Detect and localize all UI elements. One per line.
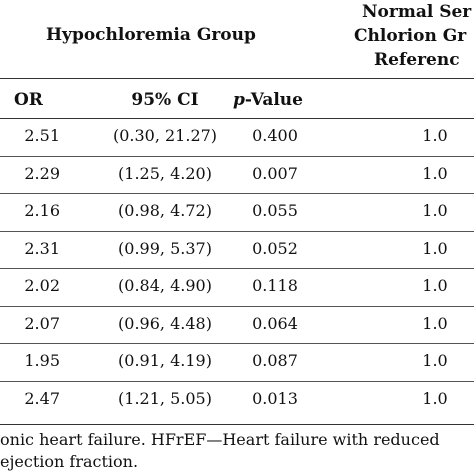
footnote-line2: ejection fraction. xyxy=(0,452,139,471)
col-header-pvalue: p-Value xyxy=(233,90,303,110)
pvalue-cell: 0.400 xyxy=(252,126,298,145)
footnote-line1: onic heart failure. HFrEF—Heart failure … xyxy=(0,430,440,449)
reference-cell: 1.0 xyxy=(422,351,448,370)
row-divider xyxy=(0,193,474,194)
col-header-ci: 95% CI xyxy=(131,90,199,110)
reference-cell: 1.0 xyxy=(422,314,448,333)
pvalue-cell: 0.013 xyxy=(252,389,298,408)
or-cell: 2.29 xyxy=(24,164,60,183)
reference-cell: 1.0 xyxy=(422,239,448,258)
or-cell: 2.07 xyxy=(24,314,60,333)
group-header: Hypochloremia Group xyxy=(46,25,256,45)
or-cell: 2.51 xyxy=(24,126,60,145)
ci-cell: (0.98, 4.72) xyxy=(118,201,212,220)
ci-cell: (1.21, 5.05) xyxy=(118,389,212,408)
ci-cell: (0.84, 4.90) xyxy=(118,276,212,295)
ci-cell: (1.25, 4.20) xyxy=(118,164,212,183)
or-cell: 2.16 xyxy=(24,201,60,220)
pvalue-cell: 0.007 xyxy=(252,164,298,183)
p-italic: p xyxy=(233,90,245,110)
reference-cell: 1.0 xyxy=(422,201,448,220)
ci-cell: (0.96, 4.48) xyxy=(118,314,212,333)
reference-header-line1: Normal Ser xyxy=(362,2,472,22)
col-header-or: OR xyxy=(14,90,43,110)
or-cell: 2.31 xyxy=(24,239,60,258)
ci-cell: (0.30, 21.27) xyxy=(112,126,218,145)
pvalue-cell: 0.087 xyxy=(252,351,298,370)
row-divider xyxy=(0,231,474,232)
pvalue-cell: 0.118 xyxy=(252,276,298,295)
pvalue-cell: 0.055 xyxy=(252,201,298,220)
row-divider xyxy=(0,156,474,157)
reference-cell: 1.0 xyxy=(422,389,448,408)
subheader-rule xyxy=(0,118,474,119)
or-cell: 2.02 xyxy=(24,276,60,295)
pvalue-cell: 0.052 xyxy=(252,239,298,258)
ci-cell: (0.91, 4.19) xyxy=(118,351,212,370)
reference-cell: 1.0 xyxy=(422,126,448,145)
or-cell: 1.95 xyxy=(24,351,60,370)
row-divider xyxy=(0,268,474,269)
or-cell: 2.47 xyxy=(24,389,60,408)
p-rest: -Value xyxy=(244,90,303,110)
row-divider xyxy=(0,381,474,382)
reference-cell: 1.0 xyxy=(422,276,448,295)
reference-header-line2: Chlorion Gr xyxy=(354,26,467,46)
table-bottom-rule xyxy=(0,424,474,425)
pvalue-cell: 0.064 xyxy=(252,314,298,333)
header-rule xyxy=(0,78,474,79)
ci-cell: (0.99, 5.37) xyxy=(118,239,212,258)
row-divider xyxy=(0,306,474,307)
reference-cell: 1.0 xyxy=(422,164,448,183)
reference-header-line3: Referenc xyxy=(374,50,460,70)
row-divider xyxy=(0,343,474,344)
